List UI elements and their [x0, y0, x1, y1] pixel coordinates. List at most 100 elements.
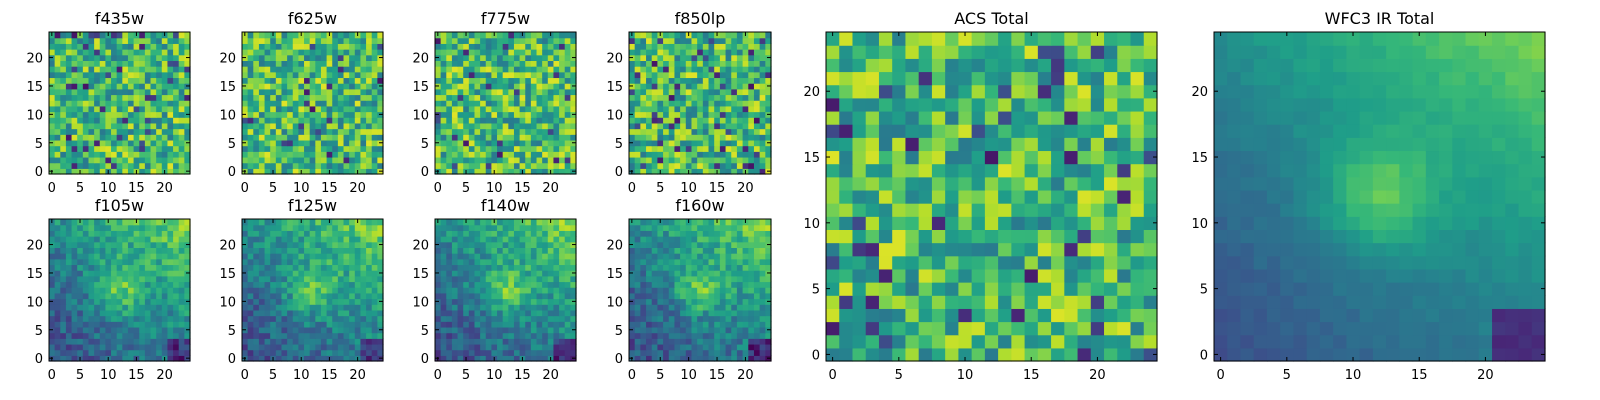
heatmap-cell — [663, 77, 670, 84]
heatmap-cell — [116, 77, 123, 84]
heatmap-cell — [105, 134, 112, 141]
heatmap-cell — [931, 71, 946, 86]
heatmap-cell — [150, 83, 157, 90]
heatmap-cell — [1465, 137, 1480, 152]
heatmap-cell — [1478, 268, 1493, 283]
heatmap-cell — [88, 100, 95, 107]
heatmap-cell — [242, 105, 249, 113]
heatmap-cell — [184, 338, 191, 345]
heatmap-cell — [485, 117, 492, 124]
heatmap-cell — [264, 349, 271, 356]
heatmap-cell — [457, 105, 464, 113]
heatmap-cell — [446, 111, 453, 118]
heatmap-cell — [451, 43, 459, 50]
heatmap-cell — [161, 241, 169, 248]
heatmap-cell — [71, 77, 78, 84]
heatmap-cell — [1077, 255, 1092, 270]
heatmap-cell — [94, 37, 101, 44]
heatmap-cell — [513, 145, 521, 152]
heatmap-cell — [173, 236, 180, 243]
heatmap-cell — [326, 315, 333, 322]
heatmap-cell — [971, 282, 986, 296]
heatmap-cell — [1478, 150, 1493, 165]
heatmap-cell — [298, 54, 305, 61]
heatmap-cell — [349, 275, 356, 283]
heatmap-cell — [1478, 347, 1493, 362]
heatmap-cell — [657, 134, 664, 141]
heatmap-cell — [852, 308, 867, 323]
heatmap-cell — [287, 304, 294, 311]
heatmap-cell — [99, 321, 106, 328]
heatmap-cell — [99, 117, 106, 124]
heatmap-cell — [651, 43, 658, 50]
heatmap-cell — [918, 124, 933, 138]
heatmap-cell — [184, 230, 191, 237]
heatmap-cell — [275, 49, 283, 56]
heatmap-cell — [1505, 242, 1520, 257]
heatmap-cell — [184, 71, 191, 79]
heatmap-cell — [640, 134, 647, 141]
heatmap-cell — [1346, 216, 1361, 230]
heatmap-cell — [94, 54, 101, 61]
heatmap-cell — [497, 139, 504, 147]
heatmap-cell — [542, 49, 549, 56]
heatmap-cell — [674, 60, 681, 67]
heatmap-cell — [852, 163, 867, 178]
heatmap-cell — [759, 128, 766, 135]
heatmap-cell — [485, 139, 492, 147]
heatmap-cell — [748, 94, 755, 101]
panel-title: f775w — [481, 9, 530, 28]
heatmap-cell — [360, 304, 367, 311]
heatmap-cell — [281, 60, 288, 67]
heatmap-cells — [49, 32, 191, 175]
heatmap-cell — [451, 60, 459, 67]
heatmap-cell — [468, 162, 476, 169]
heatmap-cell — [49, 281, 56, 288]
heatmap-cell — [320, 151, 328, 158]
heatmap-cell — [1492, 203, 1506, 217]
heatmap-cell — [60, 230, 67, 237]
heatmap-cell — [1465, 97, 1480, 112]
heatmap-cell — [161, 139, 169, 147]
heatmap-cell — [1306, 203, 1321, 217]
heatmap-cell — [349, 321, 356, 328]
heatmap-cell — [1306, 32, 1321, 46]
heatmap-cell — [111, 355, 118, 362]
heatmap-cell — [99, 247, 106, 254]
heatmap-cell — [513, 162, 521, 169]
heatmap-cell — [94, 66, 101, 73]
heatmap-cell — [530, 145, 538, 152]
heatmap-cell — [651, 37, 658, 44]
heatmap-cell — [94, 298, 101, 305]
heatmap-cell — [167, 355, 174, 362]
heatmap-cell — [668, 105, 676, 113]
heatmap-cell — [547, 156, 555, 164]
heatmap-cell — [753, 134, 761, 141]
heatmap-cell — [150, 332, 157, 339]
heatmap-cell — [270, 309, 277, 317]
heatmap-cell — [1306, 347, 1321, 362]
heatmap-cell — [292, 122, 299, 130]
heatmap-cell — [1452, 110, 1467, 125]
heatmap-cell — [1452, 84, 1467, 99]
heatmap-cell — [253, 122, 260, 130]
heatmap-cell — [1011, 216, 1026, 230]
heatmap-cell — [629, 60, 636, 67]
heatmap-cell — [708, 54, 715, 61]
heatmap-cell — [697, 43, 704, 50]
heatmap-cell — [497, 105, 504, 113]
heatmap-cell — [708, 151, 715, 158]
heatmap-cell — [99, 156, 106, 164]
heatmap-cell — [491, 156, 498, 164]
heatmap-cell — [1306, 334, 1321, 349]
heatmap-cell — [173, 49, 180, 56]
heatmap-cell — [657, 66, 664, 73]
heatmap-cell — [49, 77, 56, 84]
heatmap-cell — [646, 32, 653, 39]
heatmap-cell — [519, 139, 526, 147]
heatmap-cell — [133, 315, 140, 322]
heatmap-cell — [71, 88, 78, 96]
heatmap-cell — [984, 308, 999, 323]
heatmap-cell — [536, 88, 543, 96]
